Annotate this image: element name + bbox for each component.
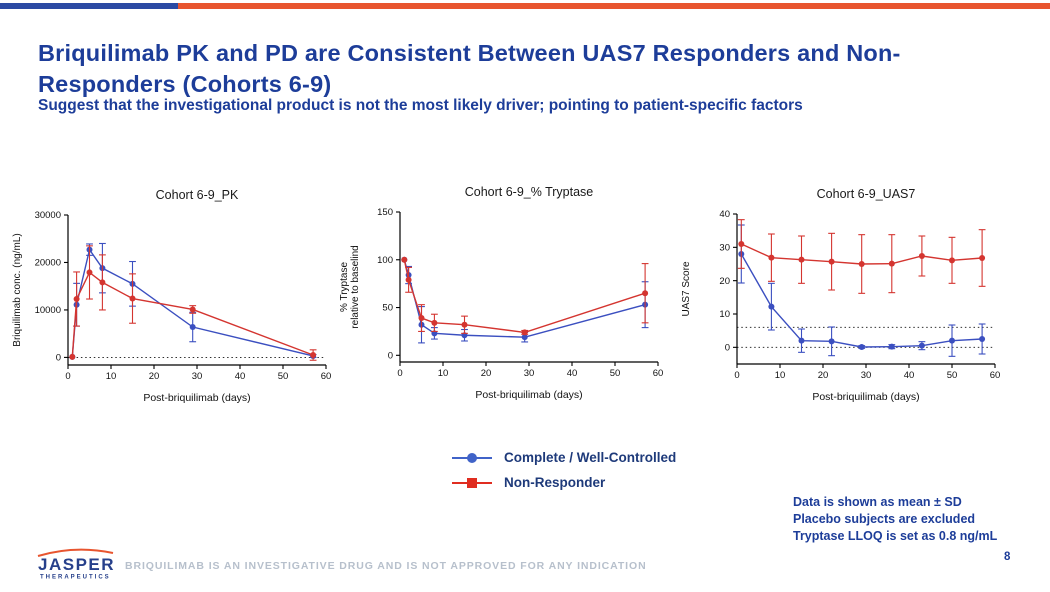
svg-text:20: 20 bbox=[481, 368, 492, 379]
svg-text:0: 0 bbox=[65, 371, 70, 382]
page-title: Briquilimab PK and PD are Consistent Bet… bbox=[38, 38, 998, 100]
svg-text:0: 0 bbox=[388, 351, 393, 362]
svg-text:30: 30 bbox=[719, 243, 730, 254]
logo-wordmark: JASPER bbox=[38, 555, 115, 574]
svg-text:Post-briquilimab (days): Post-briquilimab (days) bbox=[475, 389, 582, 401]
svg-text:10: 10 bbox=[775, 370, 786, 381]
svg-text:150: 150 bbox=[377, 207, 393, 218]
svg-text:30: 30 bbox=[524, 368, 535, 379]
legend-label: Non-Responder bbox=[504, 475, 606, 490]
svg-text:Post-briquilimab (days): Post-briquilimab (days) bbox=[143, 392, 250, 404]
svg-text:20: 20 bbox=[719, 276, 730, 287]
svg-text:Cohort 6-9_UAS7: Cohort 6-9_UAS7 bbox=[817, 187, 916, 201]
svg-text:0: 0 bbox=[725, 343, 730, 354]
legend-marker-square-icon bbox=[452, 477, 492, 489]
svg-text:30: 30 bbox=[861, 370, 872, 381]
top-bar-blue-segment bbox=[0, 3, 178, 9]
svg-text:60: 60 bbox=[321, 371, 332, 382]
svg-text:20: 20 bbox=[149, 371, 160, 382]
svg-text:Post-briquilimab (days): Post-briquilimab (days) bbox=[812, 391, 919, 403]
svg-text:20: 20 bbox=[818, 370, 829, 381]
page-title-line1: Briquilimab PK and PD are Consistent Bet… bbox=[38, 39, 901, 66]
svg-text:Cohort 6-9_PK: Cohort 6-9_PK bbox=[156, 188, 239, 202]
legend-label: Complete / Well-Controlled bbox=[504, 450, 677, 465]
svg-text:UAS7 Score: UAS7 Score bbox=[681, 261, 692, 316]
svg-text:60: 60 bbox=[990, 370, 1001, 381]
svg-text:50: 50 bbox=[610, 368, 621, 379]
top-bar-orange-segment bbox=[178, 3, 1050, 9]
svg-text:% Tryptase: % Tryptase bbox=[340, 262, 350, 312]
legend-item-non-responder: Non-Responder bbox=[452, 470, 676, 495]
svg-text:Cohort 6-9_% Tryptase: Cohort 6-9_% Tryptase bbox=[465, 185, 594, 199]
svg-text:100: 100 bbox=[377, 255, 393, 266]
page-subtitle: Suggest that the investigational product… bbox=[38, 96, 803, 114]
svg-text:50: 50 bbox=[947, 370, 958, 381]
svg-text:30000: 30000 bbox=[35, 210, 61, 221]
top-accent-bar bbox=[0, 3, 1050, 9]
svg-text:40: 40 bbox=[567, 368, 578, 379]
svg-text:Briquilimab conc. (ng/mL): Briquilimab conc. (ng/mL) bbox=[12, 233, 23, 346]
legend-item-complete-well-controlled: Complete / Well-Controlled bbox=[452, 445, 676, 470]
legend-marker-circle-icon bbox=[452, 452, 492, 464]
svg-text:0: 0 bbox=[734, 370, 739, 381]
svg-text:0: 0 bbox=[56, 353, 61, 364]
jasper-therapeutics-logo: JASPER THERAPEUTICS bbox=[37, 548, 115, 581]
footnotes: Data is shown as mean ± SD Placebo subje… bbox=[793, 494, 997, 545]
svg-text:0: 0 bbox=[397, 368, 402, 379]
svg-text:50: 50 bbox=[278, 371, 289, 382]
svg-text:10: 10 bbox=[438, 368, 449, 379]
page-number: 8 bbox=[1004, 551, 1011, 563]
svg-text:10: 10 bbox=[719, 309, 730, 320]
logo-subtext: THERAPEUTICS bbox=[40, 575, 111, 581]
chart-legend: Complete / Well-Controlled Non-Responder bbox=[452, 445, 676, 495]
svg-text:10: 10 bbox=[106, 371, 117, 382]
svg-text:40: 40 bbox=[235, 371, 246, 382]
footer-disclaimer: BRIQUILIMAB IS AN INVESTIGATIVE DRUG AND… bbox=[125, 560, 647, 572]
svg-text:50: 50 bbox=[382, 303, 393, 314]
page-title-line2: Responders (Cohorts 6-9) bbox=[38, 70, 332, 97]
chart-pk: Cohort 6-9_PK 0 10000 20000 30000 0 10 20 30 40 50… bbox=[12, 188, 332, 404]
svg-text:40: 40 bbox=[904, 370, 915, 381]
footnote-placebo: Placebo subjects are excluded bbox=[793, 512, 976, 526]
logo-arc-icon bbox=[37, 548, 114, 557]
svg-text:30: 30 bbox=[192, 371, 203, 382]
svg-text:60: 60 bbox=[653, 368, 664, 379]
svg-text:relative to baselind: relative to baselind bbox=[350, 245, 361, 328]
chart-tryptase: Cohort 6-9_% Tryptase 0 50 100 150 0 10 20 30 40 5… bbox=[340, 185, 664, 401]
svg-text:10000: 10000 bbox=[35, 305, 61, 316]
chart-uas7: Cohort 6-9_UAS7 0 10 20 30 40 0 10 20 30 40 50 60 Pos… bbox=[681, 187, 1001, 403]
svg-text:20000: 20000 bbox=[35, 258, 61, 269]
footnote-mean-sd: Data is shown as mean ± SD bbox=[793, 495, 962, 509]
svg-text:40: 40 bbox=[719, 209, 730, 220]
footnote-lloq: Tryptase LLOQ is set as 0.8 ng/mL bbox=[793, 529, 998, 543]
